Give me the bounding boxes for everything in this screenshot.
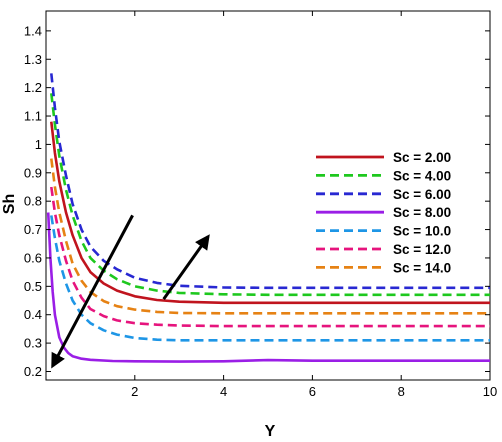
x-tick-label: 2: [131, 384, 138, 399]
legend-label: Sc = 4.00: [393, 168, 451, 183]
x-axis-title: Y: [265, 423, 276, 440]
y-tick-label: 1.3: [24, 52, 42, 67]
y-tick-label: 1.1: [24, 109, 42, 124]
x-tick-label: 8: [398, 384, 405, 399]
y-tick-label: 0.7: [24, 222, 42, 237]
series-line: [46, 212, 490, 363]
y-axis-ticks: 0.2 0.3 0.4 0.5 0.6 0.7 0.8 0.9 1 1.1 1.2 1.3 1.4: [24, 23, 490, 379]
y-tick-label: 1: [35, 137, 42, 152]
annotation-arrow: [51, 214, 134, 369]
plot-frame: [45, 10, 491, 381]
legend: Sc = 2.00 Sc = 4.00 Sc = 6.00 Sc = 8.00 Sc =…: [316, 150, 451, 275]
legend-label: Sc = 10.0: [393, 224, 451, 239]
legend-label: Sc = 14.0: [393, 260, 451, 275]
y-axis-title: Sh: [1, 194, 18, 214]
series-line: [50, 158, 490, 315]
legend-label: Sc = 2.00: [393, 150, 451, 165]
series-line: [50, 73, 490, 290]
y-tick-label: 0.9: [24, 165, 42, 180]
y-tick-label: 0.2: [24, 364, 42, 379]
y-tick-label: 0.6: [24, 250, 42, 265]
y-tick-label: 0.3: [24, 336, 42, 351]
y-tick-label: 0.4: [24, 307, 42, 322]
legend-label: Sc = 12.0: [393, 242, 451, 257]
y-tick-label: 1.2: [24, 80, 42, 95]
y-tick-label: 0.8: [24, 194, 42, 209]
x-tick-label: 4: [220, 384, 227, 399]
annotation-arrow: [162, 234, 210, 300]
y-tick-label: 0.5: [24, 279, 42, 294]
series-line: [50, 93, 490, 297]
x-tick-label: 6: [309, 384, 316, 399]
annotation-arrows: [51, 214, 210, 369]
x-tick-label: 10: [483, 384, 497, 399]
y-tick-label: 1.4: [24, 23, 42, 38]
series-line: [50, 215, 490, 342]
legend-label: Sc = 6.00: [393, 187, 451, 202]
x-axis-ticks: 2 4 6 8 10: [131, 11, 497, 399]
series-line: [50, 121, 490, 305]
legend-label: Sc = 8.00: [393, 205, 451, 220]
series-group: [46, 73, 490, 363]
series-line: [50, 186, 490, 328]
